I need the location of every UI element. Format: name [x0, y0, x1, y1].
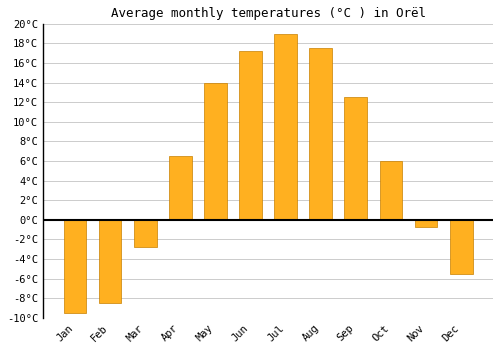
Bar [414, 220, 438, 227]
Bar [239, 51, 262, 220]
Bar [274, 34, 297, 220]
Bar [344, 97, 368, 220]
Bar [64, 220, 86, 313]
Bar [134, 220, 156, 247]
Title: Average monthly temperatures (°C ) in Orël: Average monthly temperatures (°C ) in Or… [110, 7, 426, 20]
Bar [380, 161, 402, 220]
Bar [204, 83, 227, 220]
Bar [310, 48, 332, 220]
Bar [169, 156, 192, 220]
Bar [450, 220, 472, 274]
Bar [98, 220, 122, 303]
